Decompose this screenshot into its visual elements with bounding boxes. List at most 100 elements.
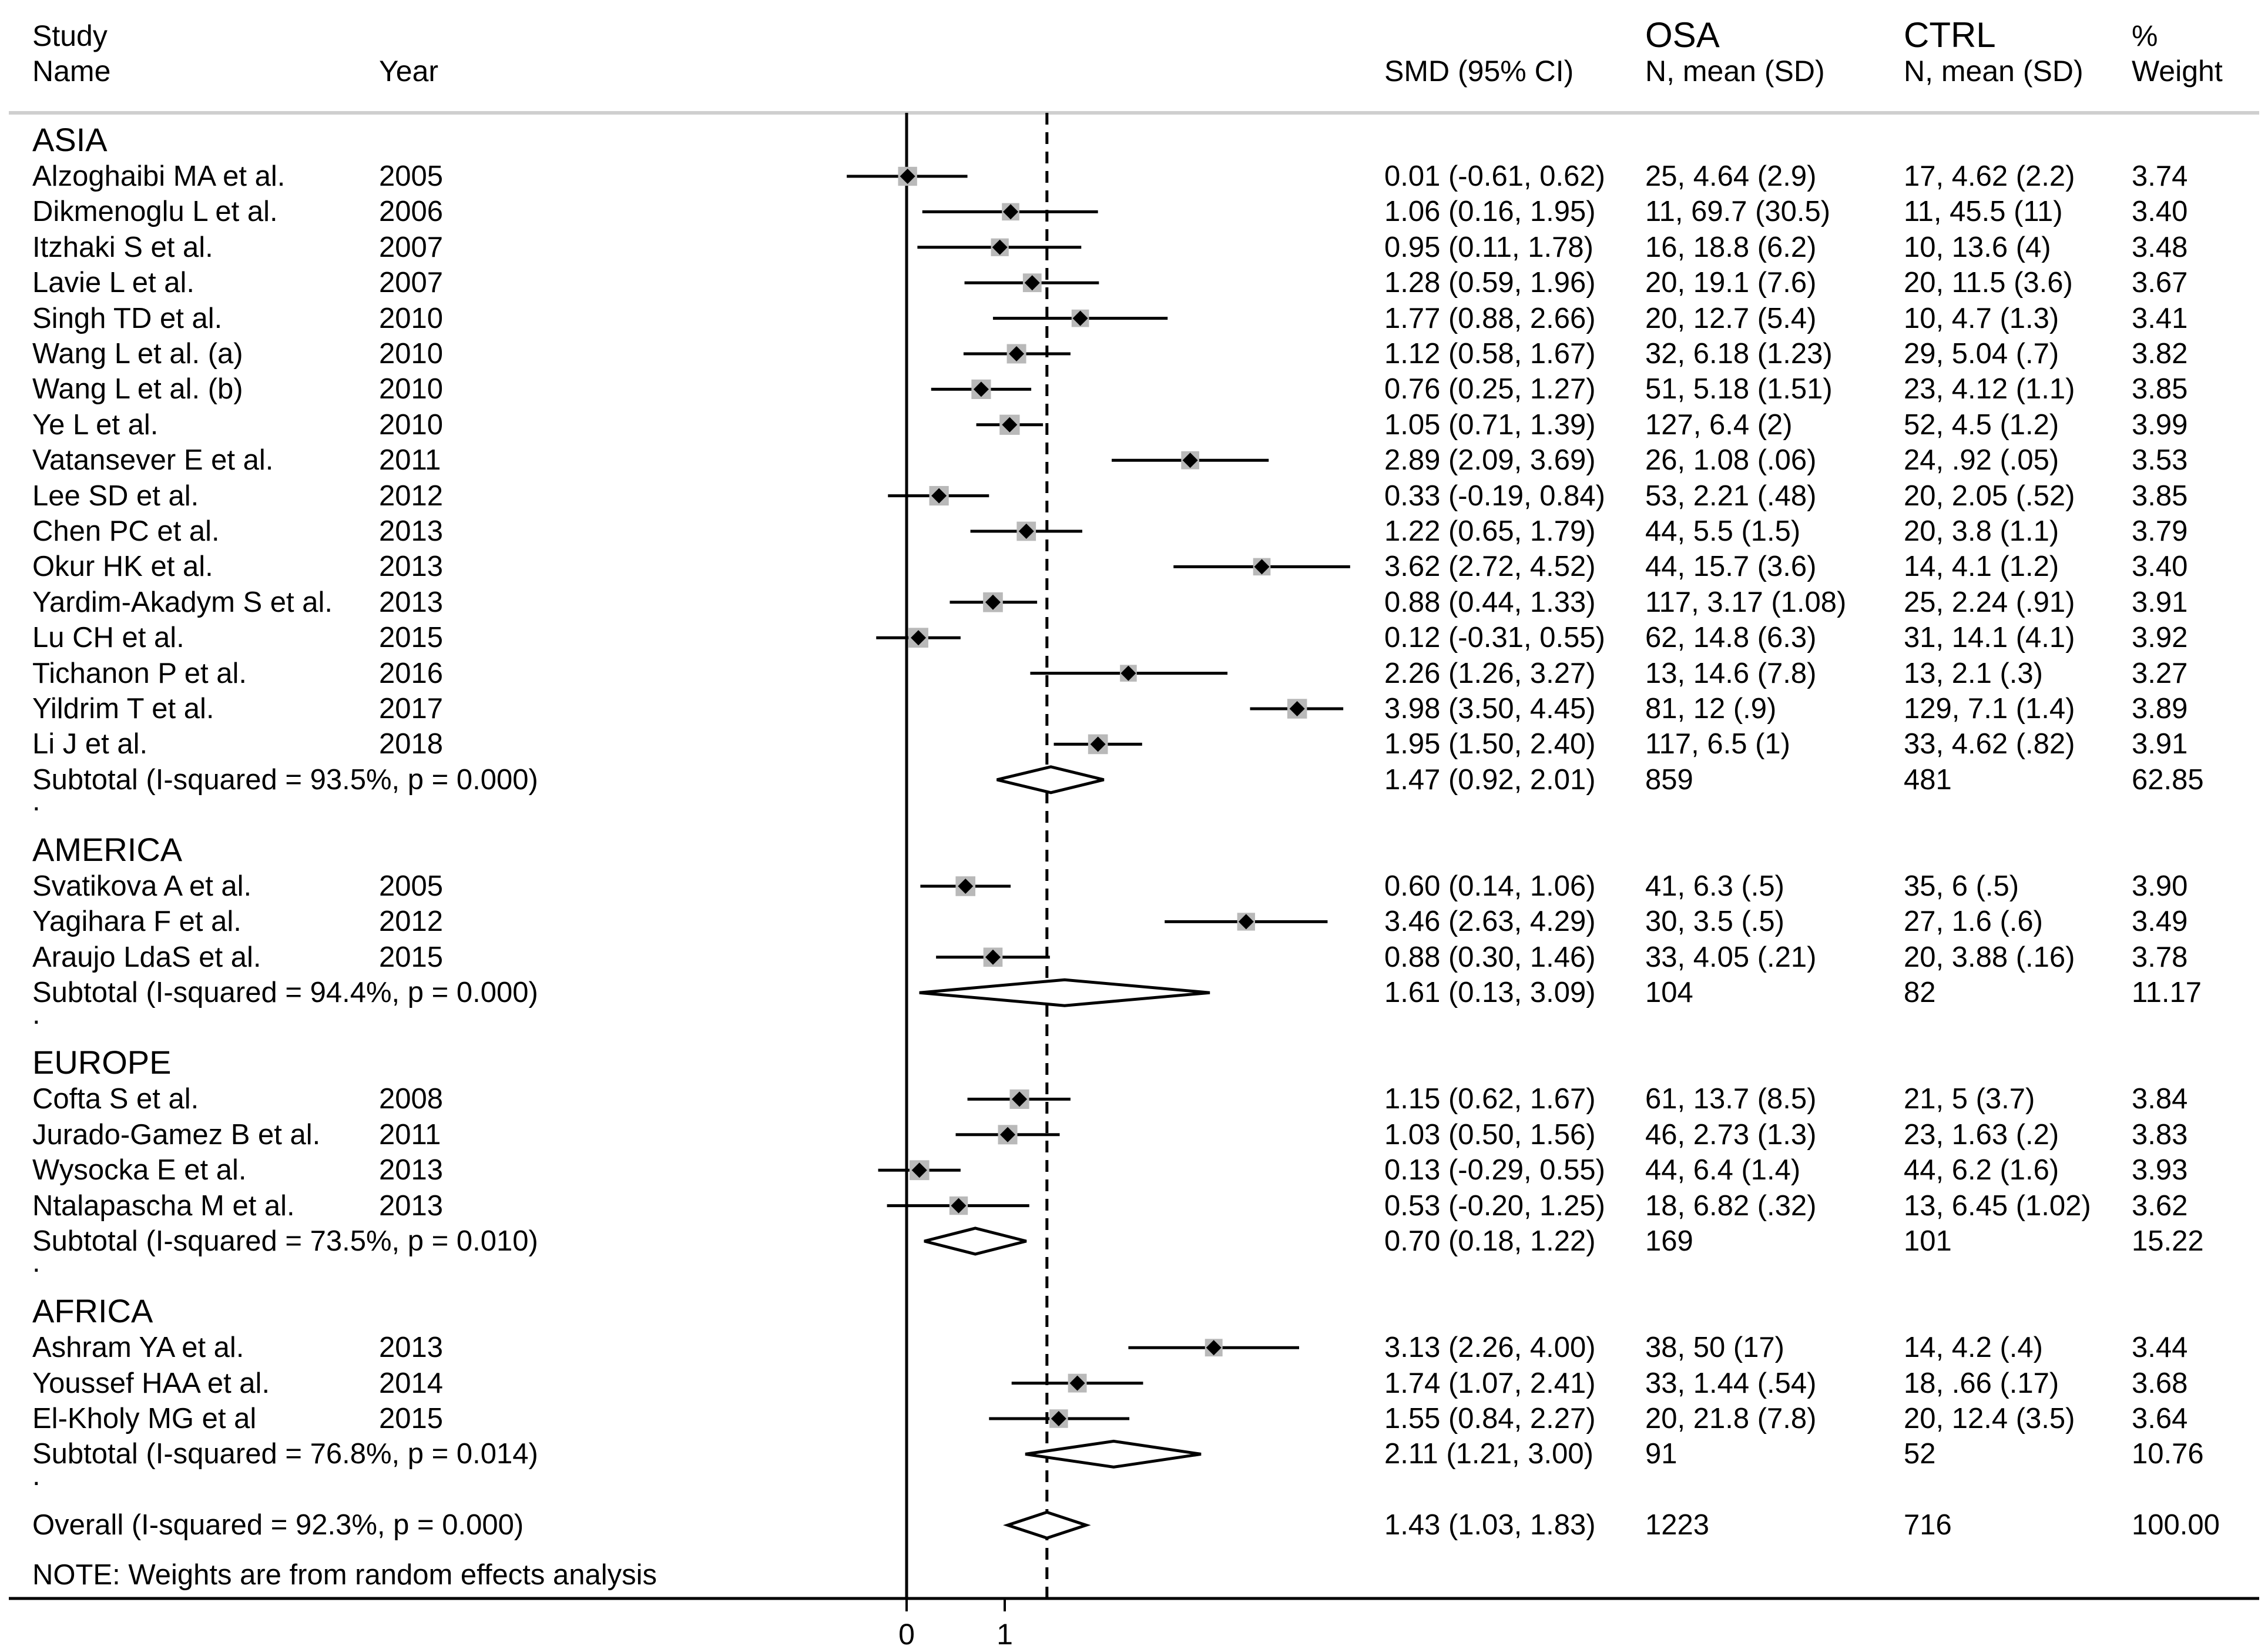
study-ctrl: 13, 2.1 (.3) xyxy=(1904,657,2043,689)
point-estimate xyxy=(985,949,1001,965)
study-ctrl: 13, 6.45 (1.02) xyxy=(1904,1189,2091,1222)
study-ci: 1.03 (0.50, 1.56) xyxy=(1384,1118,1596,1151)
study-weight: 3.90 xyxy=(2132,870,2188,902)
study-ci: 1.55 (0.84, 2.27) xyxy=(1384,1403,1596,1435)
point-estimate xyxy=(1072,310,1088,326)
header-weight: Weight xyxy=(2132,55,2223,88)
study-weight: 3.53 xyxy=(2132,444,2188,477)
point-estimate xyxy=(1009,346,1025,361)
study-ci: 1.15 (0.62, 1.67) xyxy=(1384,1083,1596,1115)
point-estimate xyxy=(1002,417,1018,433)
point-estimate xyxy=(1206,1340,1222,1356)
point-estimate xyxy=(951,1198,967,1214)
study-year: 2013 xyxy=(379,1154,444,1187)
study-ctrl: 29, 5.04 (.7) xyxy=(1904,338,2059,370)
study-year: 2018 xyxy=(379,728,444,760)
study-ctrl: 20, 3.8 (1.1) xyxy=(1904,515,2059,547)
study-weight: 3.74 xyxy=(2132,160,2188,192)
header-study-line2: Name xyxy=(32,55,111,88)
study-year: 2012 xyxy=(379,906,444,938)
study-year: 2010 xyxy=(379,338,444,370)
subtotal-ctrl: 82 xyxy=(1904,977,1936,1009)
study-name: Svatikova A et al. xyxy=(32,870,252,902)
study-weight: 3.82 xyxy=(2132,338,2188,370)
study-osa: 26, 1.08 (.06) xyxy=(1645,444,1817,477)
study-osa: 44, 5.5 (1.5) xyxy=(1645,515,1801,547)
study-osa: 81, 12 (.9) xyxy=(1645,693,1777,725)
study-year: 2011 xyxy=(379,1118,441,1151)
separator-dot: . xyxy=(32,1246,41,1279)
study-weight: 3.84 xyxy=(2132,1083,2188,1115)
study-name: Itzhaki S et al. xyxy=(32,231,213,263)
separator-dot: . xyxy=(32,998,41,1030)
point-estimate xyxy=(1254,559,1270,575)
study-year: 2010 xyxy=(379,373,444,405)
subtotal-weight: 11.17 xyxy=(2132,977,2202,1009)
separator-dot: . xyxy=(32,1459,41,1492)
header-ctrl-cols: N, mean (SD) xyxy=(1904,55,2084,88)
subtotal-osa: 104 xyxy=(1645,977,1693,1009)
study-osa: 11, 69.7 (30.5) xyxy=(1645,196,1831,228)
study-name: El-Kholy MG et al xyxy=(32,1403,257,1435)
study-ctrl: 17, 4.62 (2.2) xyxy=(1904,160,2075,192)
study-ci: 1.95 (1.50, 2.40) xyxy=(1384,728,1596,760)
study-osa: 25, 4.64 (2.9) xyxy=(1645,160,1817,192)
study-weight: 3.91 xyxy=(2132,728,2188,760)
subtotal-weight: 10.76 xyxy=(2132,1438,2204,1470)
subtotal-diamond xyxy=(924,1226,1027,1256)
study-weight: 3.40 xyxy=(2132,196,2188,228)
study-weight: 3.99 xyxy=(2132,408,2188,441)
study-year: 2010 xyxy=(379,408,444,441)
study-ci: 1.74 (1.07, 2.41) xyxy=(1384,1367,1596,1399)
study-name: Wysocka E et al. xyxy=(32,1154,247,1187)
x-tick-label: 1 xyxy=(997,1618,1013,1649)
study-ctrl: 20, 3.88 (.16) xyxy=(1904,941,2075,973)
study-osa: 117, 3.17 (1.08) xyxy=(1645,586,1847,618)
study-ci: 0.60 (0.14, 1.06) xyxy=(1384,870,1596,902)
study-name: Yildrim T et al. xyxy=(32,693,214,725)
study-ctrl: 11, 45.5 (11) xyxy=(1904,196,2063,228)
subtotal-diamond xyxy=(1025,1439,1202,1469)
subtotal-ci: 1.61 (0.13, 3.09) xyxy=(1384,977,1596,1009)
study-ci: 0.76 (0.25, 1.27) xyxy=(1384,373,1596,405)
study-name: Li J et al. xyxy=(32,728,148,760)
study-name: Yagihara F et al. xyxy=(32,906,241,938)
study-ci: 1.77 (0.88, 2.66) xyxy=(1384,302,1596,334)
study-ctrl: 129, 7.1 (1.4) xyxy=(1904,693,2075,725)
study-osa: 51, 5.18 (1.51) xyxy=(1645,373,1833,405)
study-ctrl: 44, 6.2 (1.6) xyxy=(1904,1154,2059,1187)
study-osa: 16, 18.8 (6.2) xyxy=(1645,231,1817,263)
subtotal-weight: 62.85 xyxy=(2132,763,2204,796)
header-smd: SMD (95% CI) xyxy=(1384,55,1574,88)
point-estimate xyxy=(1012,1091,1028,1107)
study-ctrl: 10, 4.7 (1.3) xyxy=(1904,302,2059,334)
header-osa: OSA xyxy=(1645,15,1720,55)
header-study-line1: Study xyxy=(32,19,108,52)
study-year: 2013 xyxy=(379,515,444,547)
point-estimate xyxy=(911,1162,927,1178)
study-weight: 3.67 xyxy=(2132,267,2188,299)
subtotal-ci: 1.47 (0.92, 2.01) xyxy=(1384,763,1596,796)
study-osa: 32, 6.18 (1.23) xyxy=(1645,338,1833,370)
study-osa: 62, 14.8 (6.3) xyxy=(1645,622,1817,654)
study-osa: 117, 6.5 (1) xyxy=(1645,728,1790,760)
study-year: 2017 xyxy=(379,693,444,725)
study-osa: 13, 14.6 (7.8) xyxy=(1645,657,1817,689)
study-ci: 0.01 (-0.61, 0.62) xyxy=(1384,160,1605,192)
header-osa-cols: N, mean (SD) xyxy=(1645,55,1825,88)
subtotal-ci: 0.70 (0.18, 1.22) xyxy=(1384,1225,1596,1257)
overall-weight: 100.00 xyxy=(2132,1509,2220,1541)
study-year: 2008 xyxy=(379,1083,444,1115)
study-ci: 1.12 (0.58, 1.67) xyxy=(1384,338,1596,370)
point-estimate xyxy=(1120,665,1136,681)
study-name: Youssef HAA et al. xyxy=(32,1367,270,1399)
study-weight: 3.64 xyxy=(2132,1403,2188,1435)
study-year: 2015 xyxy=(379,941,444,973)
point-estimate xyxy=(1000,1127,1016,1142)
subtotal-label: Subtotal (I-squared = 94.4%, p = 0.000) xyxy=(32,977,538,1009)
study-name: Okur HK et al. xyxy=(32,551,213,583)
note: NOTE: Weights are from random effects an… xyxy=(32,1559,657,1591)
study-osa: 61, 13.7 (8.5) xyxy=(1645,1083,1817,1115)
study-year: 2016 xyxy=(379,657,444,689)
study-name: Lee SD et al. xyxy=(32,480,199,512)
